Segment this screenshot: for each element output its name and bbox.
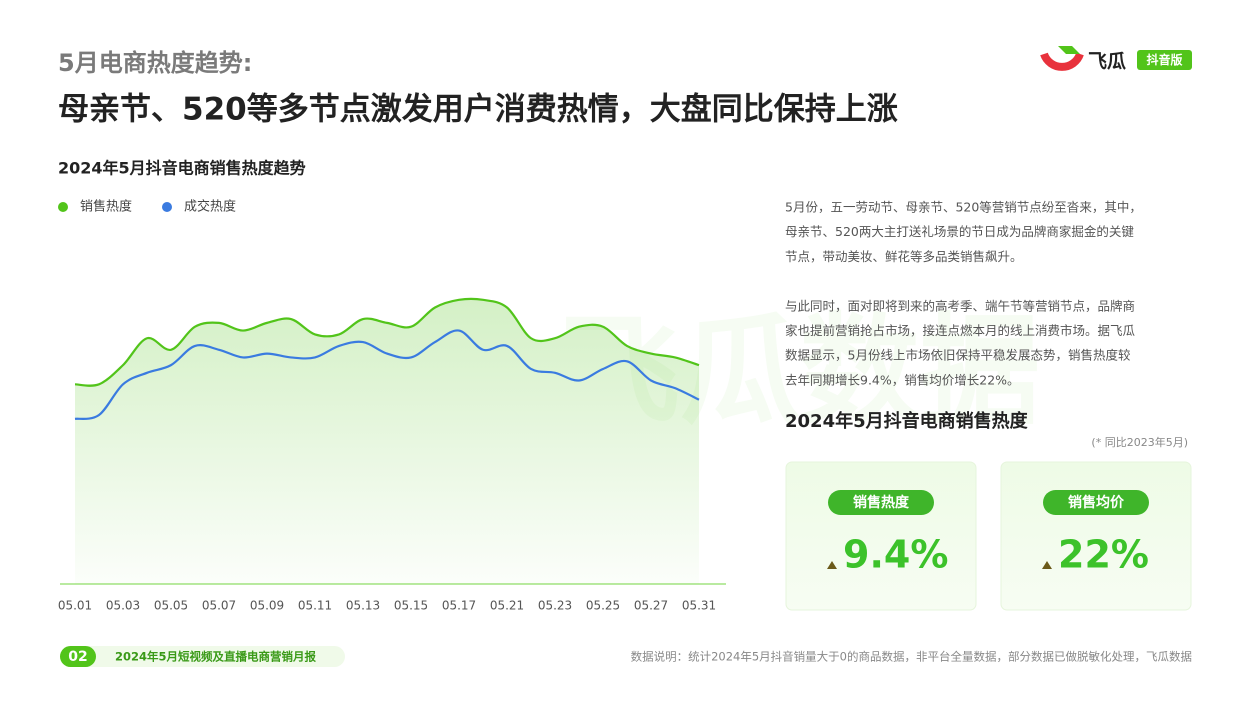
kpi-title: 2024年5月抖音电商销售热度	[785, 410, 1029, 432]
headline: 母亲节、520等多节点激发用户消费热情，大盘同比保持上涨	[58, 92, 898, 128]
chart: 05.01 05.03 05.05 05.07 05.09 05.11 05.13 05.15…	[58, 199, 726, 613]
kpi-value: 22%	[1058, 533, 1149, 577]
insight-line: 家也提前营销抢占市场，接连点燃本月的线上消费市场。据飞瓜	[785, 323, 1136, 338]
x-tick-label: 05.23	[538, 599, 572, 613]
x-tick-label: 05.17	[442, 599, 476, 613]
report-title: 2024年5月短视频及直播电商营销月报	[115, 650, 317, 664]
subtitle: 5月电商热度趋势:	[58, 49, 252, 77]
x-tick-label: 05.03	[106, 599, 140, 613]
x-tick-label: 05.31	[682, 599, 716, 613]
area	[75, 298, 699, 584]
kpi-label: 销售均价	[1068, 494, 1125, 511]
page-number: 02	[68, 649, 87, 665]
insight-line: 数据显示，5月份线上市场依旧保持平稳发展态势，销售热度较	[785, 348, 1131, 363]
kpi-label-bg	[828, 490, 934, 515]
kpi-cards: 销售热度 9.4% 销售均价 22%	[785, 461, 1192, 611]
logo-leaf	[1058, 46, 1080, 54]
kpi-value: 9.4%	[843, 533, 948, 577]
x-tick-label: 05.01	[58, 599, 92, 613]
line	[74, 297, 700, 387]
page-badge	[60, 646, 96, 667]
insight-line: 与此同时，面对即将到来的高考季、端午节等营销节点，品牌商	[785, 298, 1135, 313]
chart-title: 2024年5月抖音电商销售热度趋势	[58, 159, 306, 178]
logo: 飞瓜 抖音版	[1040, 46, 1192, 73]
source-note: 数据说明：统计2024年5月抖音销量大于0的商品数据，非平台全量数据，部分数据已…	[631, 650, 1193, 664]
line	[74, 329, 700, 421]
logo-badge: 抖音版	[1146, 52, 1182, 67]
x-tick-label: 05.05	[154, 599, 188, 613]
legend-label: 成交热度	[184, 199, 236, 215]
x-tick-label: 05.13	[346, 599, 380, 613]
kpi-up-arrow	[827, 561, 837, 569]
logo-arc	[1040, 52, 1084, 71]
legend-marker	[162, 202, 172, 212]
x-tick-label: 05.15	[394, 599, 428, 613]
insight-line: 母亲节、520两大主打送礼场景的节日成为品牌商家掘金的关键	[785, 224, 1134, 239]
insight-line: 去年同期增长9.4%，销售均价增长22%。	[785, 372, 1020, 387]
x-tick-label: 05.07	[202, 599, 236, 613]
kpi-label-bg	[1043, 490, 1149, 515]
x-tick-label: 05.09	[250, 599, 284, 613]
legend-marker	[58, 202, 68, 212]
x-tick-label: 05.27	[634, 599, 668, 613]
legend-label: 销售热度	[80, 199, 132, 215]
insight: 5月份，五一劳动节、母亲节、520等营销节点纷至沓来，其中， 母亲节、520两大主…	[785, 200, 1142, 388]
footer-pill	[60, 646, 345, 667]
kpi-up-arrow	[1042, 561, 1052, 569]
x-tick-label: 05.25	[586, 599, 620, 613]
x-tick-label: 05.11	[298, 599, 332, 613]
insight-line: 节点，带动美妆、鲜花等多品类销售飙升。	[785, 249, 1023, 264]
logo-badge-bg	[1137, 50, 1192, 70]
insight-line: 5月份，五一劳动节、母亲节、520等营销节点纷至沓来，其中，	[785, 200, 1142, 215]
x-tick-label: 05.21	[490, 599, 524, 613]
kpi-label: 销售热度	[853, 494, 910, 511]
kpi-note: (* 同比2023年5月)	[1091, 435, 1188, 449]
logo-name: 飞瓜	[1088, 51, 1126, 73]
